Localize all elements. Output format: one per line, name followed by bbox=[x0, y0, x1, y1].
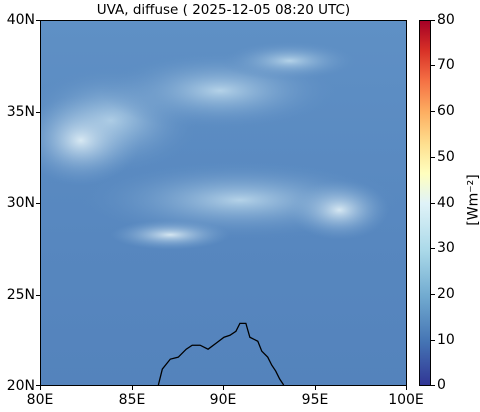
lat-tick-mark bbox=[36, 295, 40, 296]
lat-tick-label: 30N bbox=[6, 195, 35, 211]
map-plot-area bbox=[40, 20, 407, 386]
colorbar-tick-mark bbox=[431, 203, 435, 204]
lat-tick-mark bbox=[36, 112, 40, 113]
colorbar bbox=[419, 20, 431, 386]
lon-tick-mark bbox=[132, 386, 133, 390]
lon-tick-label: 100E bbox=[388, 392, 424, 408]
colorbar-tick-label: 70 bbox=[437, 57, 455, 73]
colorbar-tick-label: 40 bbox=[437, 195, 455, 211]
uva-diffuse-field bbox=[41, 21, 406, 385]
lat-tick-mark bbox=[36, 385, 40, 386]
colorbar-tick-label: 60 bbox=[437, 103, 455, 119]
coastline bbox=[157, 322, 285, 385]
lon-tick-label: 95E bbox=[301, 392, 329, 408]
cloud-patch-sw bbox=[110, 219, 230, 250]
colorbar-tick-label: 80 bbox=[437, 12, 455, 28]
lon-tick-mark bbox=[223, 386, 224, 390]
lon-tick-mark bbox=[40, 386, 41, 390]
colorbar-tick-mark bbox=[431, 294, 435, 295]
lon-tick-label: 80E bbox=[26, 392, 54, 408]
lat-tick-mark bbox=[36, 20, 40, 21]
cloud-band-west bbox=[41, 95, 141, 186]
cloud-patch-ne bbox=[220, 40, 360, 81]
colorbar-tick-mark bbox=[431, 157, 435, 158]
cloud-band-east bbox=[289, 180, 390, 240]
lat-tick-label: 20N bbox=[6, 378, 35, 394]
colorbar-tick-mark bbox=[431, 65, 435, 66]
lon-tick-mark bbox=[406, 386, 407, 390]
map-title: UVA, diffuse ( 2025-12-05 08:20 UTC) bbox=[96, 2, 351, 18]
colorbar-unit-label: [Wm⁻²] bbox=[465, 174, 480, 226]
lat-tick-mark bbox=[36, 203, 40, 204]
colorbar-tick-label: 0 bbox=[437, 377, 446, 393]
lat-tick-label: 25N bbox=[6, 287, 35, 303]
colorbar-tick-mark bbox=[431, 385, 435, 386]
lon-tick-mark bbox=[315, 386, 316, 390]
lat-tick-label: 40N bbox=[6, 12, 35, 28]
colorbar-tick-mark bbox=[431, 111, 435, 112]
colorbar-tick-label: 30 bbox=[437, 240, 455, 256]
colorbar-tick-label: 20 bbox=[437, 286, 455, 302]
lat-tick-label: 35N bbox=[6, 104, 35, 120]
colorbar-tick-label: 10 bbox=[437, 332, 455, 348]
lon-tick-label: 85E bbox=[118, 392, 146, 408]
colorbar-tick-label: 50 bbox=[437, 149, 455, 165]
colorbar-tick-mark bbox=[431, 340, 435, 341]
colorbar-tick-mark bbox=[431, 20, 435, 21]
lon-tick-label: 90E bbox=[209, 392, 237, 408]
colorbar-tick-mark bbox=[431, 248, 435, 249]
